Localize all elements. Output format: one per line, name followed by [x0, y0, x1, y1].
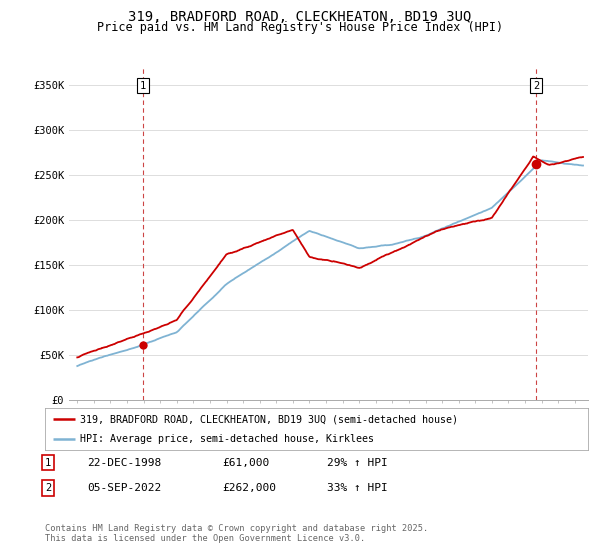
Text: HPI: Average price, semi-detached house, Kirklees: HPI: Average price, semi-detached house,… [80, 434, 374, 444]
Text: £61,000: £61,000 [222, 458, 269, 468]
Text: Price paid vs. HM Land Registry's House Price Index (HPI): Price paid vs. HM Land Registry's House … [97, 21, 503, 34]
Text: 1: 1 [45, 458, 51, 468]
Text: 22-DEC-1998: 22-DEC-1998 [87, 458, 161, 468]
Text: £262,000: £262,000 [222, 483, 276, 493]
Text: 29% ↑ HPI: 29% ↑ HPI [327, 458, 388, 468]
Text: 319, BRADFORD ROAD, CLECKHEATON, BD19 3UQ (semi-detached house): 319, BRADFORD ROAD, CLECKHEATON, BD19 3U… [80, 414, 458, 424]
Text: 319, BRADFORD ROAD, CLECKHEATON, BD19 3UQ: 319, BRADFORD ROAD, CLECKHEATON, BD19 3U… [128, 10, 472, 24]
Text: 1: 1 [140, 81, 146, 91]
Text: 33% ↑ HPI: 33% ↑ HPI [327, 483, 388, 493]
Text: 05-SEP-2022: 05-SEP-2022 [87, 483, 161, 493]
Text: Contains HM Land Registry data © Crown copyright and database right 2025.
This d: Contains HM Land Registry data © Crown c… [45, 524, 428, 543]
Text: 2: 2 [533, 81, 539, 91]
Text: 2: 2 [45, 483, 51, 493]
